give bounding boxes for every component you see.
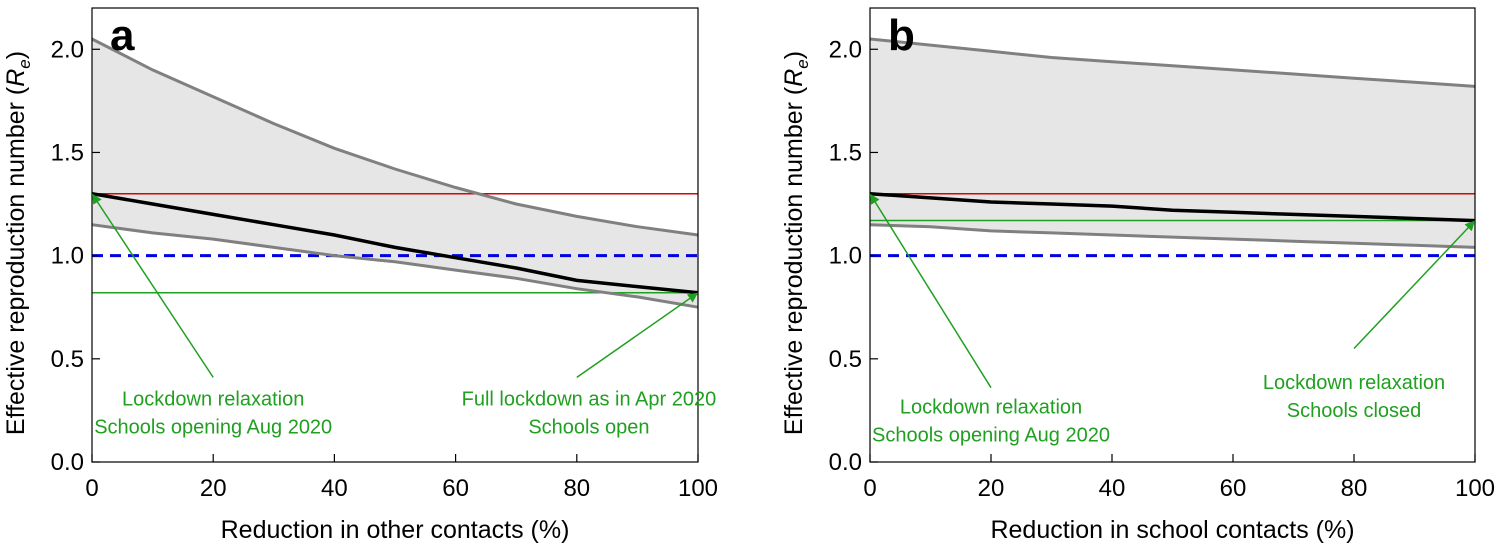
x-tick-label: 40 [1099,475,1126,502]
y-axis-label-symbol: R [2,69,30,87]
y-axis-label-close: ) [2,51,30,59]
x-axis-label: Reduction in school contacts (%) [990,516,1354,544]
x-tick-label: 20 [200,475,227,502]
x-tick-label: 40 [321,475,348,502]
y-tick-label: 0.5 [51,346,84,373]
y-axis-label-close: ) [780,51,808,59]
panel-letter: b [888,11,915,60]
y-tick-label: 1.0 [829,243,862,270]
y-axis-label: Effective reproduction number (Re) [780,51,812,435]
series-lower-bound [91,223,699,309]
chart-panel-a: 0 20 40 60 80 100 0.0 0.5 1.0 1.5 2.0 a Reduction in… [2,7,718,544]
series-upper-bound [91,37,699,237]
x-tick-label: 0 [863,475,876,502]
x-tick-label: 60 [1220,475,1247,502]
annotation-lockdown-relaxation-arrow [91,193,214,378]
series-lower-bound [869,223,1476,249]
uncertainty-band [92,39,698,308]
y-tick-label: 1.5 [51,139,84,166]
series-central-estimate [91,191,699,295]
y-axis-label: Effective reproduction number (Re) [2,51,34,435]
annotation-full-lockdown-text: Full lockdown as in Apr 2020 [462,388,717,410]
chart-panel-b: 0 20 40 60 80 100 0.0 0.5 1.0 1.5 2.0 b Reduction in… [780,7,1495,544]
y-tick-label: 1.5 [829,139,862,166]
annotation-schools-closed-text: Lockdown relaxation [1263,372,1445,394]
uncertainty-band [870,39,1475,248]
y-tick-label: 0.0 [829,449,862,476]
x-tick-label: 0 [85,475,98,502]
y-axis-label-subscript: e [793,59,812,68]
x-tick-label: 100 [678,475,718,502]
y-axis-label-text: Effective reproduction number ( [780,86,808,435]
y-tick-label: 1.0 [51,243,84,270]
annotation-lockdown-relaxation-arrow [869,193,992,389]
x-tick-label: 100 [1455,475,1495,502]
plot-frame [869,7,1476,463]
annotation-full-lockdown-text: Schools open [528,416,649,438]
annotation-lockdown-relaxation-text: Lockdown relaxation [122,388,304,410]
panel-letter: a [110,11,135,60]
x-tick-label: 80 [1341,475,1368,502]
x-tick-label: 80 [563,475,590,502]
annotation-lockdown-relaxation-text: Lockdown relaxation [900,397,1082,419]
y-tick-label: 2.0 [51,36,84,63]
annotation-lockdown-relaxation-text: Schools opening Aug 2020 [94,416,332,438]
annotation-full-lockdown-arrow [576,292,698,379]
y-tick-label: 0.5 [829,346,862,373]
y-axis-label-text: Effective reproduction number ( [2,86,30,435]
annotation-schools-closed-arrow [1353,220,1475,350]
annotation-lockdown-relaxation-text: Schools opening Aug 2020 [872,425,1110,447]
annotation-schools-closed-text: Schools closed [1287,400,1422,422]
x-tick-label: 20 [978,475,1005,502]
plot-frame [91,7,699,463]
x-tick-label: 60 [442,475,469,502]
y-axis-label-symbol: R [780,69,808,87]
y-tick-label: 0.0 [51,449,84,476]
series-upper-bound [869,37,1476,88]
y-tick-label: 2.0 [829,36,862,63]
x-axis-label: Reduction in other contacts (%) [221,516,570,544]
y-axis-label-subscript: e [15,59,34,68]
series-central-estimate [869,191,1476,223]
